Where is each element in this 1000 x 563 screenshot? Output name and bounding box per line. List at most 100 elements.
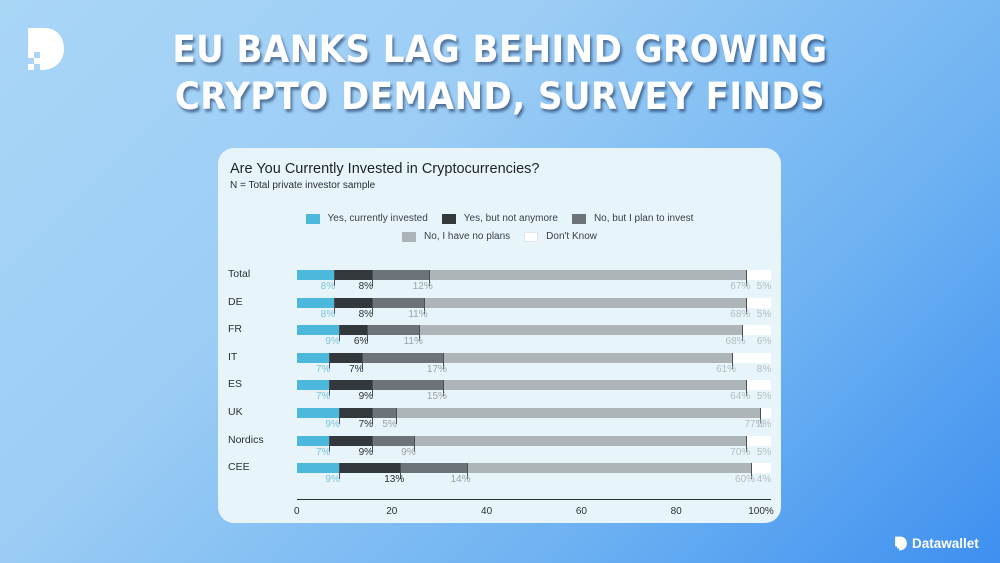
value-label: 68% <box>730 308 751 320</box>
stacked-bar <box>297 297 771 314</box>
value-label: 15% <box>426 391 447 403</box>
bar-segment <box>420 325 743 342</box>
datawallet-logo-icon <box>28 28 64 70</box>
value-label: 68% <box>725 336 746 348</box>
value-label: 14% <box>450 474 471 486</box>
bar-segment <box>396 408 762 424</box>
value-label: 5% <box>756 391 772 403</box>
value-label: 6% <box>756 336 772 348</box>
value-label: 17% <box>426 363 447 375</box>
chart-panel: Are You Currently Invested in Cryptocurr… <box>218 148 781 523</box>
bar-segment <box>339 408 374 424</box>
bar-segment <box>467 463 753 480</box>
bar-segment <box>363 352 444 369</box>
bar-segment <box>424 297 748 314</box>
bar-segment <box>334 270 373 286</box>
bar-segment <box>297 435 331 452</box>
legend-label: Yes, but not anymore <box>463 213 558 224</box>
bar-segment <box>443 380 748 397</box>
bar-segment <box>297 380 331 397</box>
brand-watermark: Datawallet <box>894 536 979 551</box>
bar-segment <box>330 380 373 397</box>
row-label: UK <box>228 406 243 418</box>
x-axis-tick-label: 40 <box>481 506 493 517</box>
bar-segment <box>747 380 771 391</box>
row-label: DE <box>228 295 243 308</box>
legend-swatch <box>524 231 539 242</box>
legend-swatch <box>441 213 456 224</box>
bar-segment <box>339 325 369 342</box>
bar-segment <box>339 463 402 480</box>
value-label: 64% <box>730 391 751 403</box>
chart-title: Are You Currently Invested in Cryptocurr… <box>230 161 540 177</box>
legend-item: Yes, currently invested <box>305 213 428 224</box>
stacked-bar <box>297 270 771 286</box>
bar-segment <box>297 297 335 314</box>
row-label: CEE <box>228 461 250 474</box>
value-label: 5% <box>382 419 397 430</box>
value-label: 6% <box>353 336 369 348</box>
bar-segment <box>747 297 771 308</box>
headline: EU BANKS LAG BEHIND GROWING CRYPTO DEMAN… <box>40 26 960 120</box>
headline-line-2: CRYPTO DEMAND, SURVEY FINDS <box>174 75 826 118</box>
bar-segment <box>368 325 421 342</box>
bar-segment <box>372 380 445 397</box>
x-axis-line <box>297 499 771 500</box>
value-label: 8% <box>320 308 336 320</box>
bar-segment <box>372 270 430 286</box>
value-label: 5% <box>756 281 772 292</box>
bar-segment <box>297 463 340 480</box>
stacked-bar <box>297 435 771 452</box>
legend-row-1: Yes, currently invested Yes, but not any… <box>218 213 781 224</box>
row-label: Nordics <box>228 433 264 446</box>
x-axis-tick-label: 0 <box>294 506 300 517</box>
bar-segment <box>297 352 331 369</box>
row-label: Total <box>228 268 251 280</box>
value-label: 9% <box>358 446 374 458</box>
x-axis-tick-label: 60 <box>575 506 587 517</box>
stacked-bar <box>297 325 771 342</box>
bar-segment <box>752 463 771 474</box>
value-label: 8% <box>320 281 336 292</box>
legend-label: Yes, currently invested <box>327 213 428 224</box>
bar-segment <box>297 408 340 424</box>
value-label: 9% <box>325 336 340 348</box>
value-label: 8% <box>756 363 772 375</box>
legend-item: No, but I plan to invest <box>571 213 693 224</box>
value-label: 12% <box>412 281 433 292</box>
value-label: 61% <box>716 363 737 375</box>
legend-item: Yes, but not anymore <box>441 213 558 224</box>
legend-swatch <box>402 231 416 242</box>
value-label: 70% <box>730 446 751 458</box>
bar-segment <box>297 270 335 286</box>
bar-segment <box>429 270 748 286</box>
legend-swatch <box>305 213 320 224</box>
value-label: 9% <box>358 391 374 403</box>
value-label: 7% <box>315 446 331 458</box>
value-label: 60% <box>735 474 756 486</box>
legend-item: Don't Know <box>524 231 597 242</box>
value-label: 77% <box>744 419 765 430</box>
value-label: 11% <box>408 308 428 320</box>
bar-segment <box>415 435 748 452</box>
row-label: FR <box>228 323 242 336</box>
value-label: 11% <box>403 336 423 348</box>
x-axis-tick-label: 80 <box>670 506 682 517</box>
legend-swatch <box>571 213 586 224</box>
legend-row-2: No, I have no plans Don't Know <box>218 231 781 242</box>
value-label: 7% <box>349 363 364 375</box>
chart-subtitle: N = Total private investor sample <box>230 180 376 191</box>
value-label: 2% <box>756 419 772 430</box>
stacked-bar <box>297 380 771 397</box>
bar-segment <box>401 463 468 480</box>
bar-segment <box>747 270 771 280</box>
row-label: IT <box>228 350 238 363</box>
bar-segment <box>330 352 364 369</box>
value-label: 8% <box>358 281 374 292</box>
bar-segment <box>334 297 373 314</box>
value-label: 4% <box>756 474 772 486</box>
x-axis-tick-label: 100% <box>748 506 774 517</box>
bar-segment <box>372 435 416 452</box>
x-axis-tick-label: 20 <box>386 506 398 517</box>
value-label: 9% <box>325 419 340 430</box>
